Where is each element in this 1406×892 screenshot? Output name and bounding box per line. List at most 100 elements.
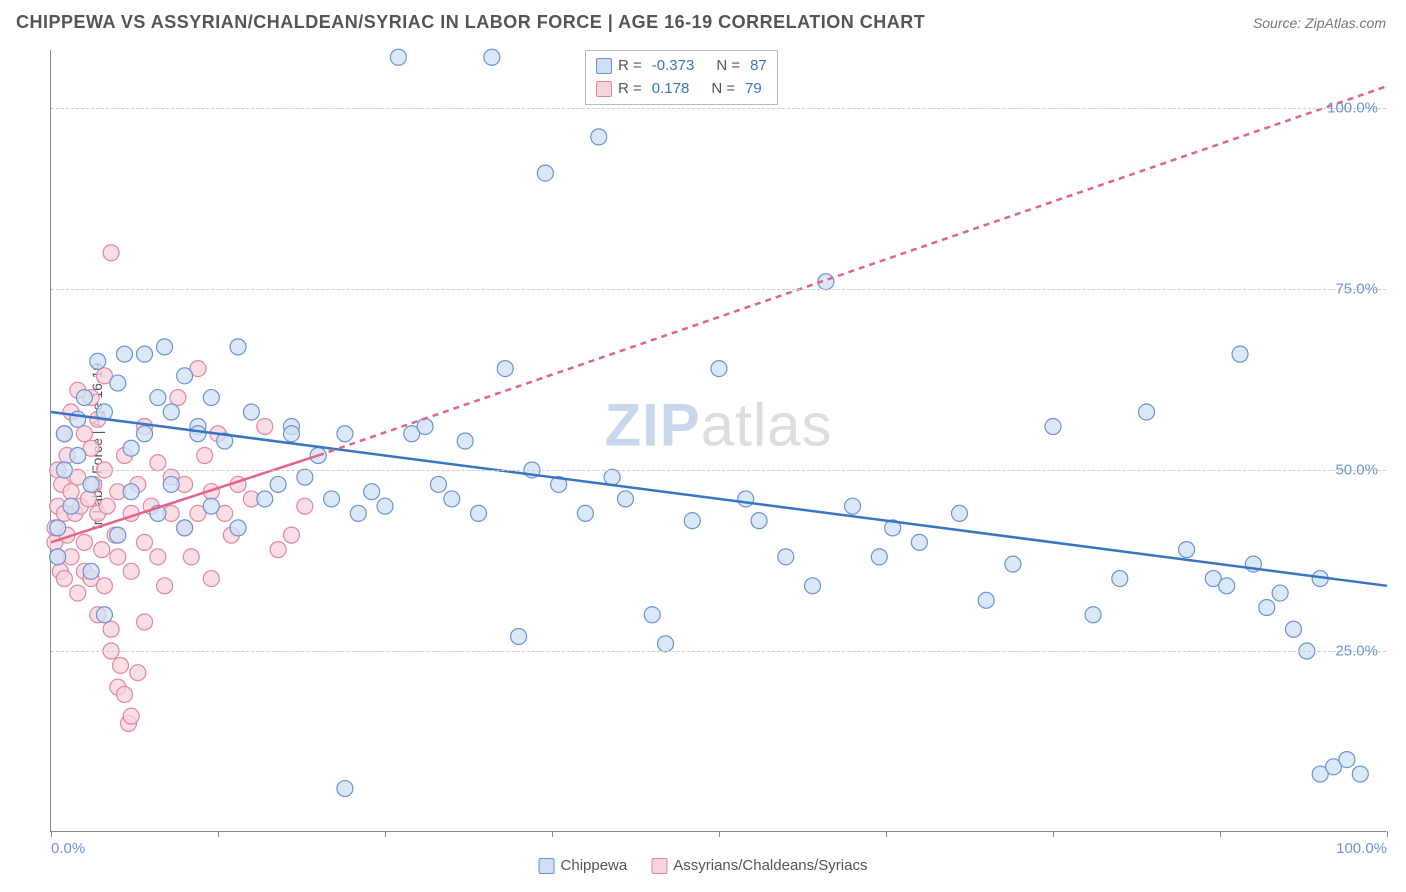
y-tick-label: 25.0%: [1335, 642, 1378, 659]
r-value: 0.178: [652, 78, 690, 101]
scatter-point-chippewa: [70, 447, 86, 463]
scatter-point-chippewa: [604, 469, 620, 485]
scatter-point-assyrian: [297, 498, 313, 514]
scatter-point-assyrian: [150, 455, 166, 471]
scatter-point-assyrian: [76, 534, 92, 550]
legend-swatch: [539, 858, 555, 874]
scatter-point-chippewa: [417, 419, 433, 435]
stats-row: R = 0.178N =79: [596, 78, 767, 101]
scatter-point-chippewa: [123, 484, 139, 500]
x-tick-label: 0.0%: [51, 840, 85, 857]
scatter-point-chippewa: [778, 549, 794, 565]
scatter-point-assyrian: [94, 542, 110, 558]
scatter-point-chippewa: [871, 549, 887, 565]
scatter-point-chippewa: [203, 498, 219, 514]
legend: Chippewa Assyrians/Chaldeans/Syriacs: [539, 857, 868, 874]
scatter-point-chippewa: [110, 527, 126, 543]
scatter-point-assyrian: [123, 563, 139, 579]
scatter-point-chippewa: [230, 339, 246, 355]
scatter-point-assyrian: [80, 491, 96, 507]
legend-label: Assyrians/Chaldeans/Syriacs: [673, 857, 867, 874]
r-value: -0.373: [652, 55, 695, 78]
scatter-point-chippewa: [63, 498, 79, 514]
scatter-point-assyrian: [123, 708, 139, 724]
scatter-point-chippewa: [1272, 585, 1288, 601]
x-tick: [1387, 831, 1388, 837]
scatter-point-assyrian: [110, 549, 126, 565]
scatter-point-chippewa: [444, 491, 460, 507]
scatter-point-chippewa: [591, 129, 607, 145]
trendline-assyrian-dashed: [318, 86, 1387, 455]
chart-title: CHIPPEWA VS ASSYRIAN/CHALDEAN/SYRIAC IN …: [16, 12, 925, 33]
scatter-point-chippewa: [270, 476, 286, 492]
series-swatch: [596, 58, 612, 74]
scatter-point-chippewa: [644, 607, 660, 623]
scatter-point-chippewa: [484, 49, 500, 65]
r-label: R =: [618, 55, 642, 78]
scatter-point-chippewa: [511, 629, 527, 645]
source-attribution: Source: ZipAtlas.com: [1253, 15, 1386, 31]
plot-area: ZIPatlas R =-0.373N =87R = 0.178N =79 25…: [50, 50, 1386, 832]
scatter-point-assyrian: [112, 657, 128, 673]
scatter-point-chippewa: [297, 469, 313, 485]
scatter-point-assyrian: [130, 665, 146, 681]
n-label: N =: [711, 78, 735, 101]
y-tick-label: 50.0%: [1335, 461, 1378, 478]
scatter-point-chippewa: [50, 549, 66, 565]
scatter-point-chippewa: [257, 491, 273, 507]
scatter-point-chippewa: [537, 165, 553, 181]
y-tick-label: 100.0%: [1327, 99, 1378, 116]
scatter-point-chippewa: [430, 476, 446, 492]
scatter-point-chippewa: [1339, 752, 1355, 768]
scatter-point-chippewa: [137, 346, 153, 362]
n-value: 87: [750, 55, 767, 78]
scatter-point-chippewa: [1085, 607, 1101, 623]
scatter-point-chippewa: [805, 578, 821, 594]
scatter-point-assyrian: [203, 571, 219, 587]
scatter-point-chippewa: [377, 498, 393, 514]
scatter-point-assyrian: [99, 498, 115, 514]
scatter-point-assyrian: [96, 578, 112, 594]
scatter-point-chippewa: [150, 390, 166, 406]
scatter-point-assyrian: [76, 426, 92, 442]
scatter-point-chippewa: [76, 390, 92, 406]
scatter-point-assyrian: [63, 484, 79, 500]
y-tick-label: 75.0%: [1335, 280, 1378, 297]
scatter-point-chippewa: [617, 491, 633, 507]
scatter-point-assyrian: [103, 621, 119, 637]
scatter-point-chippewa: [1005, 556, 1021, 572]
scatter-point-chippewa: [90, 353, 106, 369]
scatter-point-chippewa: [1352, 766, 1368, 782]
x-tick: [1220, 831, 1221, 837]
scatter-point-assyrian: [183, 549, 199, 565]
x-tick: [51, 831, 52, 837]
scatter-point-chippewa: [190, 426, 206, 442]
scatter-point-chippewa: [110, 375, 126, 391]
gridline: [51, 108, 1386, 109]
scatter-point-chippewa: [50, 520, 66, 536]
x-tick: [552, 831, 553, 837]
scatter-point-chippewa: [96, 607, 112, 623]
scatter-point-assyrian: [150, 549, 166, 565]
scatter-point-chippewa: [56, 426, 72, 442]
n-label: N =: [716, 55, 740, 78]
scatter-point-chippewa: [123, 440, 139, 456]
scatter-point-chippewa: [324, 491, 340, 507]
legend-swatch: [651, 858, 667, 874]
scatter-point-chippewa: [711, 361, 727, 377]
scatter-point-assyrian: [137, 534, 153, 550]
scatter-point-chippewa: [684, 513, 700, 529]
scatter-point-chippewa: [497, 361, 513, 377]
x-tick: [385, 831, 386, 837]
scatter-point-assyrian: [103, 245, 119, 261]
series-swatch: [596, 81, 612, 97]
scatter-point-chippewa: [1139, 404, 1155, 420]
scatter-point-chippewa: [350, 505, 366, 521]
scatter-point-chippewa: [203, 390, 219, 406]
legend-item: Chippewa: [539, 857, 628, 874]
scatter-point-chippewa: [457, 433, 473, 449]
scatter-point-chippewa: [1285, 621, 1301, 637]
scatter-point-assyrian: [157, 578, 173, 594]
scatter-point-chippewa: [243, 404, 259, 420]
scatter-point-chippewa: [116, 346, 132, 362]
